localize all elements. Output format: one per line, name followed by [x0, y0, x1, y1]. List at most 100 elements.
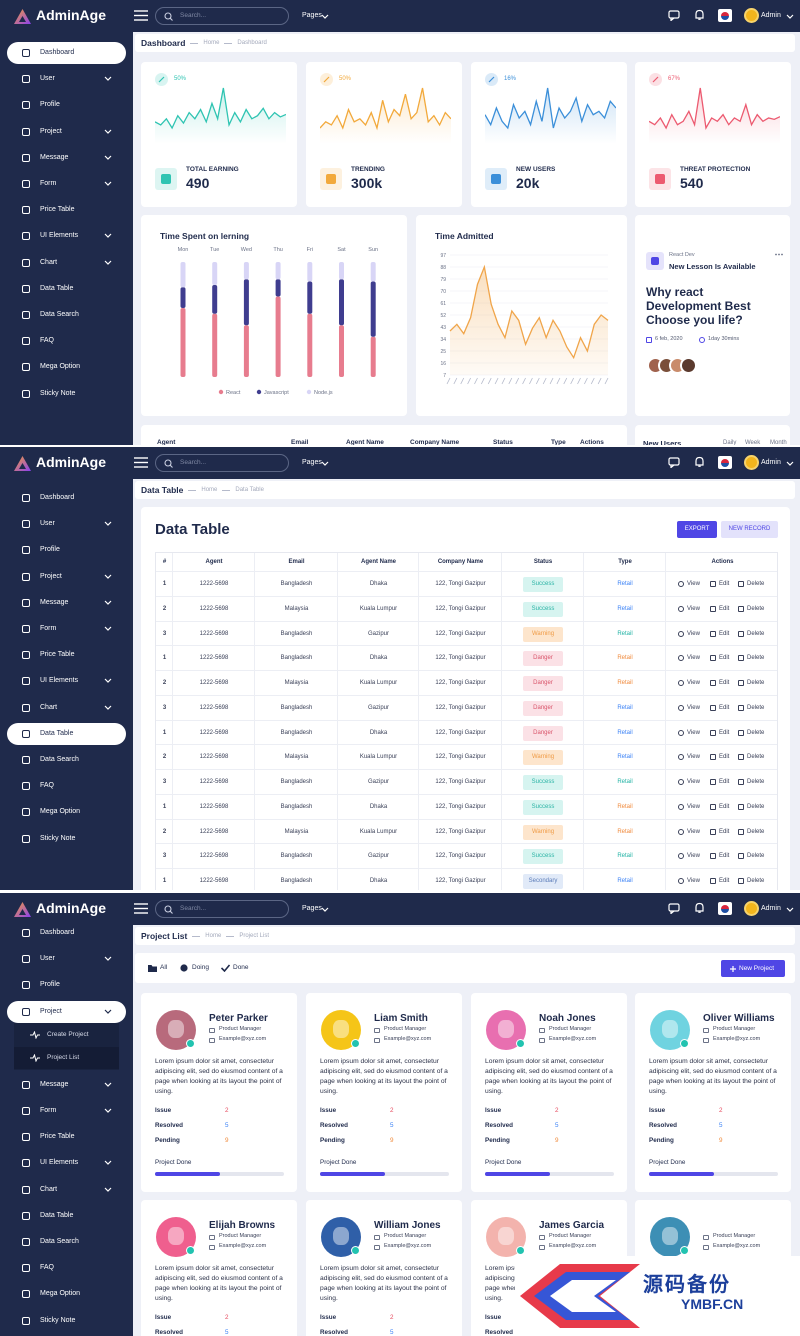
nav-item[interactable]: Message: [7, 592, 126, 614]
action-label[interactable]: Edit: [719, 878, 730, 884]
action-label[interactable]: Delete: [747, 828, 765, 835]
user-name[interactable]: Admin: [761, 12, 781, 19]
new-users-tab[interactable]: Month: [770, 440, 787, 445]
action-label[interactable]: Edit: [719, 605, 730, 612]
action-label[interactable]: Edit: [719, 630, 730, 637]
pages-menu[interactable]: Pages: [302, 459, 322, 466]
nav-item[interactable]: FAQ: [7, 330, 126, 352]
action-label[interactable]: Delete: [747, 853, 765, 860]
action-label[interactable]: View: [687, 878, 700, 884]
nav-item[interactable]: Profile: [7, 94, 126, 116]
action-label[interactable]: Delete: [747, 680, 765, 686]
action-label[interactable]: View: [687, 605, 700, 612]
nav-item[interactable]: User: [7, 513, 126, 535]
nav-item[interactable]: Project: [7, 566, 126, 588]
nav-item[interactable]: UI Elements: [7, 225, 126, 247]
action-label[interactable]: Delete: [747, 729, 765, 736]
action-label[interactable]: Delete: [747, 605, 765, 612]
search-box[interactable]: Search...: [155, 454, 289, 472]
nav-item[interactable]: Price Table: [7, 199, 126, 221]
action-label[interactable]: Edit: [719, 680, 730, 686]
action-label[interactable]: View: [687, 680, 700, 686]
nav-item[interactable]: Data Table: [7, 278, 126, 300]
new-users-tab[interactable]: Week: [745, 440, 761, 445]
nav-item[interactable]: Sticky Note: [7, 828, 126, 850]
nav-item[interactable]: Data Search: [7, 1231, 126, 1253]
nav-item[interactable]: Chart: [7, 252, 126, 274]
action-label[interactable]: View: [687, 630, 700, 637]
nav-item[interactable]: Dashboard: [7, 487, 126, 509]
breadcrumb-home[interactable]: Home: [205, 933, 222, 939]
action-label[interactable]: Edit: [719, 754, 730, 761]
pages-menu[interactable]: Pages: [302, 905, 322, 912]
nav-item[interactable]: Mega Option: [7, 356, 126, 378]
action-label[interactable]: Delete: [747, 878, 765, 884]
nav-item[interactable]: UI Elements: [7, 1152, 126, 1174]
nav-item[interactable]: Project: [7, 121, 126, 143]
action-label[interactable]: Edit: [719, 853, 730, 860]
breadcrumb-home[interactable]: Home: [203, 40, 220, 46]
filter-label[interactable]: All: [160, 964, 168, 971]
nav-item[interactable]: Price Table: [7, 1126, 126, 1148]
nav-item[interactable]: User: [7, 68, 126, 90]
action-label[interactable]: View: [687, 581, 700, 587]
action-label[interactable]: Delete: [747, 803, 765, 810]
search-box[interactable]: Search...: [155, 900, 289, 918]
submenu-item[interactable]: Project List: [14, 1046, 119, 1069]
action-label[interactable]: View: [687, 853, 700, 860]
action-label[interactable]: Delete: [747, 630, 765, 637]
action-label[interactable]: View: [687, 655, 700, 662]
nav-item[interactable]: Message: [7, 147, 126, 169]
nav-item[interactable]: Chart: [7, 1179, 126, 1201]
action-label[interactable]: View: [687, 803, 700, 810]
submenu-item[interactable]: Create Project: [14, 1024, 119, 1046]
nav-item[interactable]: UI Elements: [7, 670, 126, 692]
action-label[interactable]: Edit: [719, 779, 730, 785]
new-record-button[interactable]: NEW RECORD: [721, 521, 778, 538]
nav-item[interactable]: Message: [7, 1074, 126, 1096]
action-label[interactable]: Edit: [719, 729, 730, 736]
new-project-button[interactable]: New Project: [721, 960, 785, 977]
action-label[interactable]: Delete: [747, 704, 765, 711]
search-box[interactable]: Search...: [155, 7, 289, 25]
nav-item[interactable]: Form: [7, 618, 126, 640]
action-label[interactable]: Delete: [747, 655, 765, 662]
pages-menu[interactable]: Pages: [302, 12, 322, 19]
nav-item[interactable]: Data Search: [7, 304, 126, 326]
action-label[interactable]: Edit: [719, 704, 730, 711]
action-label[interactable]: Edit: [719, 803, 730, 810]
nav-item[interactable]: Dashboard: [7, 42, 126, 64]
nav-item[interactable]: FAQ: [7, 775, 126, 797]
action-label[interactable]: View: [687, 729, 700, 736]
nav-item[interactable]: Data Table: [7, 722, 126, 745]
export-button[interactable]: EXPORT: [677, 521, 717, 538]
action-label[interactable]: Edit: [719, 828, 730, 835]
filter-label[interactable]: Done: [233, 964, 249, 971]
nav-item[interactable]: Sticky Note: [7, 1310, 126, 1332]
nav-item[interactable]: Data Search: [7, 749, 126, 771]
nav-item[interactable]: Dashboard: [7, 922, 126, 944]
user-name[interactable]: Admin: [761, 459, 781, 466]
nav-item[interactable]: Form: [7, 173, 126, 195]
action-label[interactable]: Delete: [747, 779, 765, 785]
action-label[interactable]: Delete: [747, 754, 765, 761]
action-label[interactable]: Delete: [747, 581, 765, 587]
action-label[interactable]: Edit: [719, 655, 730, 662]
nav-item[interactable]: Form: [7, 1100, 126, 1122]
filter-label[interactable]: Doing: [192, 964, 209, 971]
nav-item[interactable]: Profile: [7, 539, 126, 561]
nav-item[interactable]: Project: [7, 1000, 126, 1023]
user-name[interactable]: Admin: [761, 905, 781, 912]
action-label[interactable]: Edit: [719, 581, 730, 587]
nav-item[interactable]: User: [7, 948, 126, 970]
nav-item[interactable]: Mega Option: [7, 1283, 126, 1305]
nav-item[interactable]: FAQ: [7, 1257, 126, 1279]
action-label[interactable]: View: [687, 754, 700, 761]
action-label[interactable]: View: [687, 704, 700, 711]
nav-item[interactable]: Data Table: [7, 1205, 126, 1227]
nav-item[interactable]: Mega Option: [7, 801, 126, 823]
nav-item[interactable]: Profile: [7, 974, 126, 996]
nav-item[interactable]: Chart: [7, 697, 126, 719]
action-label[interactable]: View: [687, 828, 700, 835]
nav-item[interactable]: Sticky Note: [7, 383, 126, 405]
